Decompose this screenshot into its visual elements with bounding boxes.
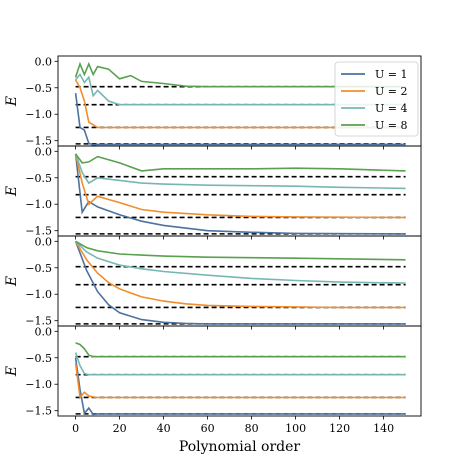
panel-3: 0.0 −0.5 −1.0 −1.5 xyxy=(25,235,422,330)
legend-entry: U = 2 xyxy=(341,85,407,98)
legend-box xyxy=(334,61,419,137)
x-tick-label: 20 xyxy=(113,422,127,435)
panel-frame xyxy=(57,145,422,237)
panel-frame xyxy=(57,325,422,417)
series-line-u1 xyxy=(74,92,406,146)
series-line-u2 xyxy=(74,153,406,219)
series-line-u1 xyxy=(74,241,406,325)
legend-entry: U = 4 xyxy=(341,102,407,115)
y-tick-label: −1.0 xyxy=(25,108,52,121)
y-tick-label: 0.0 xyxy=(35,145,53,158)
y-axis-label: E xyxy=(4,276,20,287)
series-line-u1 xyxy=(74,153,406,235)
x-tick-label: 60 xyxy=(201,422,215,435)
legend-entry: U = 1 xyxy=(341,68,407,81)
series-line-u8 xyxy=(75,342,406,358)
panel-2: 0.0 −0.5 −1.0 −1.5 xyxy=(25,145,422,240)
series-line-u8 xyxy=(74,61,406,88)
legend: U = 1 U = 2 U = 4 U = 8 xyxy=(334,61,419,137)
x-axis-label: Polynomial order xyxy=(179,439,301,455)
series-line-u2 xyxy=(74,240,406,309)
legend-label: U = 2 xyxy=(375,85,407,98)
series-line-u8 xyxy=(75,240,406,261)
y-tick-label: −0.5 xyxy=(25,262,52,275)
x-axis-ticks: 0 20 40 60 80 100 120 140 xyxy=(72,422,394,435)
y-tick-label: −0.5 xyxy=(25,82,52,95)
panel-4: 0.0 −0.5 −1.0 −1.5 xyxy=(25,325,422,420)
y-tick-label: 0.0 xyxy=(35,55,53,68)
legend-entry: U = 8 xyxy=(341,119,407,132)
legend-label: U = 1 xyxy=(375,68,407,81)
y-tick-label: −1.0 xyxy=(25,198,52,211)
legend-label: U = 8 xyxy=(375,119,407,132)
legend-label: U = 4 xyxy=(375,102,407,115)
y-tick-label: −0.5 xyxy=(25,352,52,365)
series-line-u4 xyxy=(75,240,406,284)
series-line-u2 xyxy=(74,362,406,400)
y-tick-label: −1.5 xyxy=(25,315,52,328)
panels: 0.0−0.5−1.0−1.50.0−0.5−1.0−1.50.0−0.5−1.… xyxy=(25,55,422,420)
x-tick-label: 100 xyxy=(285,422,306,435)
series-line-u4 xyxy=(74,153,406,190)
series-line-u4 xyxy=(74,73,406,106)
y-tick-label: −1.0 xyxy=(25,288,52,301)
y-tick-label: −0.5 xyxy=(25,172,52,185)
series-line-u8 xyxy=(74,153,406,172)
y-tick-label: −1.0 xyxy=(25,378,52,391)
x-tick-label: 0 xyxy=(72,422,79,435)
x-tick-label: 40 xyxy=(157,422,171,435)
y-tick-label: 0.0 xyxy=(35,325,53,338)
y-tick-label: −1.5 xyxy=(25,135,52,148)
y-axis-label: E xyxy=(4,366,20,377)
panel-frame xyxy=(57,235,422,327)
series-line-u4 xyxy=(74,352,406,376)
y-axis-label: E xyxy=(4,186,20,197)
y-axis-label: E xyxy=(4,96,20,107)
x-tick-label: 140 xyxy=(373,422,394,435)
series-line-u1 xyxy=(74,357,406,416)
x-tick-label: 120 xyxy=(329,422,350,435)
y-tick-label: −1.5 xyxy=(25,405,52,418)
series-line-u2 xyxy=(74,79,406,129)
y-axis-labels: E E E E xyxy=(4,96,20,377)
x-tick-label: 80 xyxy=(245,422,259,435)
y-tick-label: −1.5 xyxy=(25,225,52,238)
y-tick-label: 0.0 xyxy=(35,235,53,248)
